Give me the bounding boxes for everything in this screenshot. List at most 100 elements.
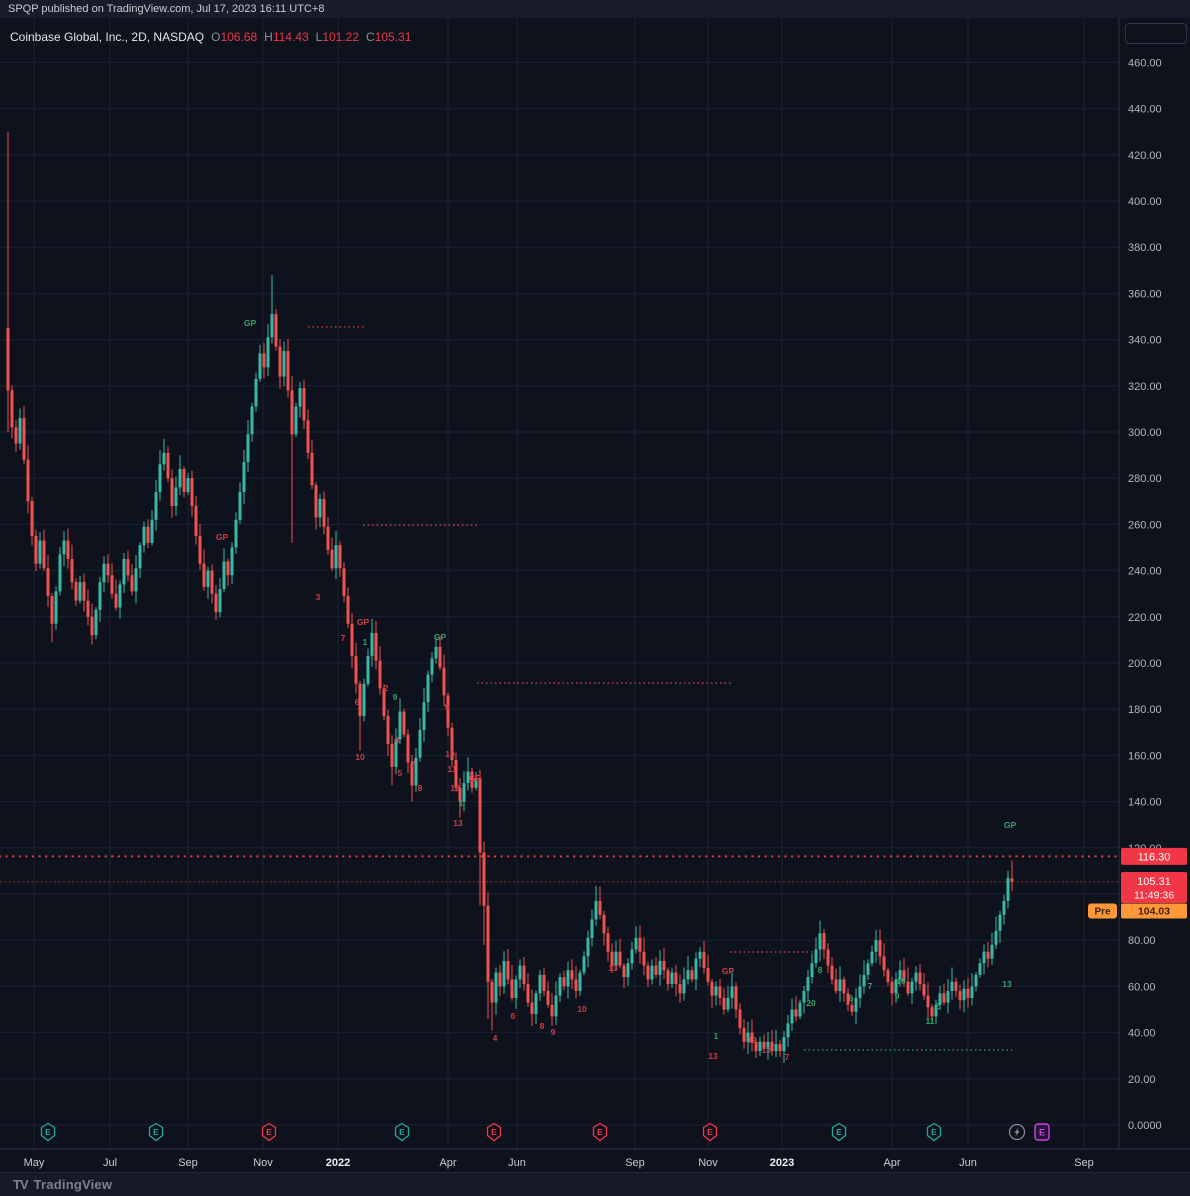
tradingview-logo-text[interactable]: TradingView (33, 1177, 113, 1192)
candle-body (206, 570, 210, 587)
candle-body (982, 951, 986, 964)
candle-body (354, 656, 358, 684)
candle-body (378, 660, 382, 689)
candle-body (438, 646, 442, 668)
candle-body (998, 914, 1002, 931)
candle-body (586, 937, 590, 957)
earnings-icon-down[interactable]: E (592, 1122, 608, 1142)
candle-body (10, 390, 14, 428)
badge-outline (394, 1122, 410, 1142)
candle-body (598, 900, 602, 915)
candle-body (454, 760, 458, 788)
candle-body (894, 979, 898, 994)
candle-body (990, 944, 994, 959)
candle-body (778, 1044, 782, 1052)
candle-body (846, 993, 850, 1005)
candle-body (346, 596, 350, 624)
candle-body (210, 570, 214, 594)
alert-price-text: 116.30 (1138, 851, 1171, 863)
count-marker: 6 (511, 1011, 516, 1021)
candle-body (450, 727, 454, 761)
lightning-bolt-icon (1014, 1127, 1020, 1137)
candle-body (266, 337, 270, 368)
candle-body (334, 545, 338, 569)
candle-body (86, 600, 90, 617)
candle-body (70, 559, 74, 583)
candle-body (382, 688, 386, 717)
candle-body (182, 468, 186, 493)
candle-body (862, 974, 866, 987)
toolbar-placeholder-box[interactable] (1125, 23, 1187, 44)
candle-body (406, 734, 410, 763)
candle-body (434, 646, 438, 659)
badge-outline (702, 1122, 718, 1142)
year-tick-label: 2023 (770, 1157, 794, 1169)
candle-body (798, 1002, 802, 1017)
earnings-icon-down[interactable]: E (261, 1122, 277, 1142)
candle-body (706, 967, 710, 982)
symbol-header[interactable]: Coinbase Global, Inc., 2D, NASDAQ O106.68… (10, 30, 411, 44)
earnings-icon-up[interactable]: E (831, 1122, 847, 1142)
earnings-icon-up[interactable]: E (148, 1122, 164, 1142)
candle-body (758, 1041, 762, 1052)
count-marker: 3 (316, 592, 321, 602)
count-marker: 12 (747, 1035, 757, 1045)
candle-body (22, 418, 26, 460)
symbol-title[interactable]: Coinbase Global, Inc., 2D, NASDAQ (10, 30, 205, 44)
candle-body (966, 988, 970, 998)
candle-body (610, 951, 614, 966)
candle-body (34, 535, 38, 564)
flash-event-icon[interactable] (1008, 1123, 1026, 1141)
time-axis[interactable]: May Jul Sep Nov 2022 Apr Jun Sep Nov 2023 Apr Jun Se… (24, 1157, 1094, 1169)
candle-body (650, 965, 654, 980)
candle-body (306, 420, 310, 453)
candle-body (878, 940, 882, 957)
candle-body (114, 593, 118, 608)
candle-body (446, 695, 450, 728)
candle-body (390, 743, 394, 767)
candle-body (910, 981, 914, 994)
candle-body (574, 979, 578, 992)
grid-layer (0, 18, 1119, 1149)
price-tick-label: 400.00 (1128, 196, 1162, 208)
candle-body (18, 418, 22, 444)
candle-body (146, 526, 150, 543)
earnings-icon-down[interactable]: E (486, 1122, 502, 1142)
candle-body (866, 963, 870, 975)
candle-body (418, 729, 422, 758)
price-axis[interactable]: 460.00 440.00 420.00 400.00 380.00 360.00 340.… (1128, 57, 1162, 1132)
ohlc-open-label: O (211, 30, 221, 44)
candle-body (786, 1023, 790, 1038)
candle-body (162, 452, 166, 465)
candle-body (822, 933, 826, 950)
earnings-icon-up[interactable]: E (40, 1122, 56, 1142)
ohlc-low-label: L (315, 30, 323, 44)
earnings-icon-purple[interactable]: E (1034, 1123, 1050, 1141)
candle-body (222, 561, 226, 590)
month-tick-label: Sep (625, 1157, 645, 1169)
tradingview-logo-icon[interactable]: TV (13, 1177, 29, 1192)
candle-body (962, 988, 966, 1001)
price-tick-label: 80.00 (1128, 935, 1156, 947)
count-marker: 9 (895, 991, 900, 1001)
candle-body (302, 388, 306, 421)
count-marker: 2 (384, 683, 389, 693)
price-tick-label: 320.00 (1128, 381, 1162, 393)
count-marker: 9 (551, 1027, 556, 1037)
candle-body (918, 972, 922, 985)
count-marker: 10 (445, 749, 455, 759)
flash-circle (1008, 1123, 1026, 1141)
candle-body (942, 993, 946, 1003)
candle-body (886, 970, 890, 982)
candles-layer[interactable] (6, 131, 1014, 1064)
footer-bar: TV TradingView (0, 1172, 1190, 1196)
earnings-icon-down[interactable]: E (702, 1122, 718, 1142)
candle-body (150, 519, 154, 543)
count-marker: 2 (935, 1001, 940, 1011)
earnings-icon-up[interactable]: E (394, 1122, 410, 1142)
price-tick-label: 380.00 (1128, 242, 1162, 254)
candle-body (554, 995, 558, 1017)
earnings-icon-up[interactable]: E (926, 1122, 942, 1142)
